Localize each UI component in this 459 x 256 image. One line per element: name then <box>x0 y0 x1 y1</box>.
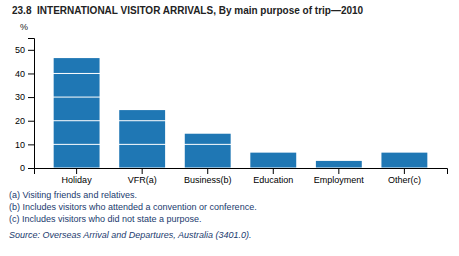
grid-line <box>34 144 447 145</box>
tick: 50 <box>15 45 34 55</box>
tick-label: Other(c) <box>388 175 421 185</box>
footnote: (a) Visiting friends and relatives. <box>9 190 137 200</box>
tick-mark <box>404 168 405 174</box>
tick-label: Employment <box>314 175 365 185</box>
grid-line <box>34 168 447 169</box>
tick-mark <box>76 168 77 174</box>
tick-mark <box>28 121 34 122</box>
tick-label: 40 <box>15 69 25 79</box>
tick-label: 50 <box>15 45 25 55</box>
tick-label: 10 <box>15 140 25 150</box>
tick-label: 20 <box>15 116 25 126</box>
bars <box>34 50 447 168</box>
tick-mark <box>142 168 143 174</box>
tick: 20 <box>15 116 34 126</box>
tick: VFR(a) <box>128 168 157 185</box>
tick-mark <box>28 97 34 98</box>
source: Source: Overseas Arrival and Departures,… <box>9 230 251 240</box>
grid-line <box>34 73 447 74</box>
tick: 0 <box>20 163 34 173</box>
tick-mark <box>28 144 34 145</box>
bar <box>54 58 100 168</box>
grid-line <box>34 49 447 50</box>
tick-mark <box>28 73 34 74</box>
tick: Education <box>253 168 293 185</box>
tick: Other(c) <box>388 168 421 185</box>
y-axis-label: % <box>20 22 28 32</box>
tick: 10 <box>15 140 34 150</box>
tick-label: 30 <box>15 92 25 102</box>
tick-label: Education <box>253 175 293 185</box>
plot: 0 10 20 30 40 50 Holiday VFR(a) Business(b) Educa… <box>15 39 448 186</box>
chart: 23.8 INTERNATIONAL VISITOR ARRIVALS, By … <box>0 0 459 256</box>
tick: 30 <box>15 92 34 102</box>
axis-line <box>28 39 35 169</box>
bar <box>119 110 165 168</box>
footnote: (c) Includes visitors who did not state … <box>9 214 202 224</box>
grid-line <box>34 120 447 121</box>
tick: Employment <box>314 168 365 185</box>
tick-mark <box>338 168 339 174</box>
tick-mark <box>28 50 34 51</box>
tick-label: VFR(a) <box>128 175 157 185</box>
y-axis: 0 10 20 30 40 50 <box>15 39 35 174</box>
bar <box>185 134 231 168</box>
grid-line <box>34 97 447 98</box>
tick: Business(b) <box>184 168 232 185</box>
tick: 40 <box>15 69 34 79</box>
tick-mark <box>28 168 34 169</box>
tick-label: Business(b) <box>184 175 232 185</box>
axis-line <box>35 169 448 175</box>
title: 23.8 INTERNATIONAL VISITOR ARRIVALS, By … <box>12 5 364 16</box>
footnote: (b) Includes visitors who attended a con… <box>9 202 257 212</box>
bar <box>250 153 296 168</box>
tick-label: 0 <box>20 163 25 173</box>
tick: Holiday <box>62 168 93 185</box>
bar <box>381 153 427 168</box>
tick-mark <box>273 168 274 174</box>
chart-container: 23.8 INTERNATIONAL VISITOR ARRIVALS, By … <box>0 0 459 256</box>
tick-mark <box>207 168 208 174</box>
x-axis: Holiday VFR(a) Business(b) Education Employm… <box>35 168 448 185</box>
tick-label: Holiday <box>62 175 93 185</box>
bar <box>316 161 362 168</box>
